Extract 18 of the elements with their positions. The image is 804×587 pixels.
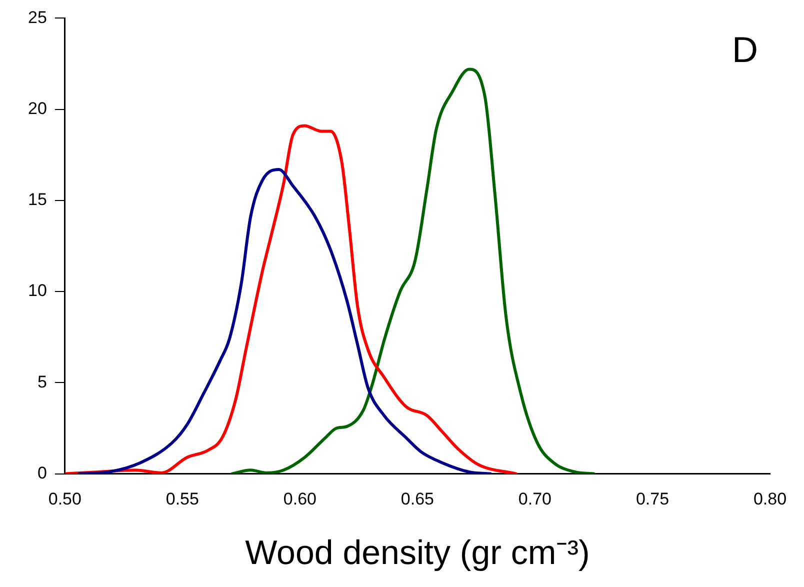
y-tick-label: 10 bbox=[28, 281, 47, 300]
annotation: D bbox=[732, 29, 758, 70]
line-series bbox=[78, 168, 492, 474]
line-series bbox=[230, 68, 596, 474]
x-tick-label: 0.65 bbox=[400, 490, 434, 509]
x-tick-label: 0.60 bbox=[283, 490, 316, 509]
x-tick-label: 0.75 bbox=[636, 490, 670, 509]
x-axis-title: Wood density (gr cm⁻³) bbox=[245, 534, 590, 572]
line-series bbox=[64, 124, 518, 474]
y-tick-label: 25 bbox=[28, 8, 47, 27]
x-tick-label: 0.70 bbox=[518, 490, 552, 509]
x-tick-label: 0.80 bbox=[753, 490, 787, 509]
x-tick-label: 0.55 bbox=[166, 490, 199, 509]
y-tick-label: 0 bbox=[37, 463, 47, 482]
y-tick-label: 20 bbox=[28, 99, 47, 118]
y-tick-label: 5 bbox=[37, 372, 47, 392]
x-tick-label: 0.50 bbox=[48, 490, 82, 509]
y-tick-label: 15 bbox=[28, 190, 47, 210]
